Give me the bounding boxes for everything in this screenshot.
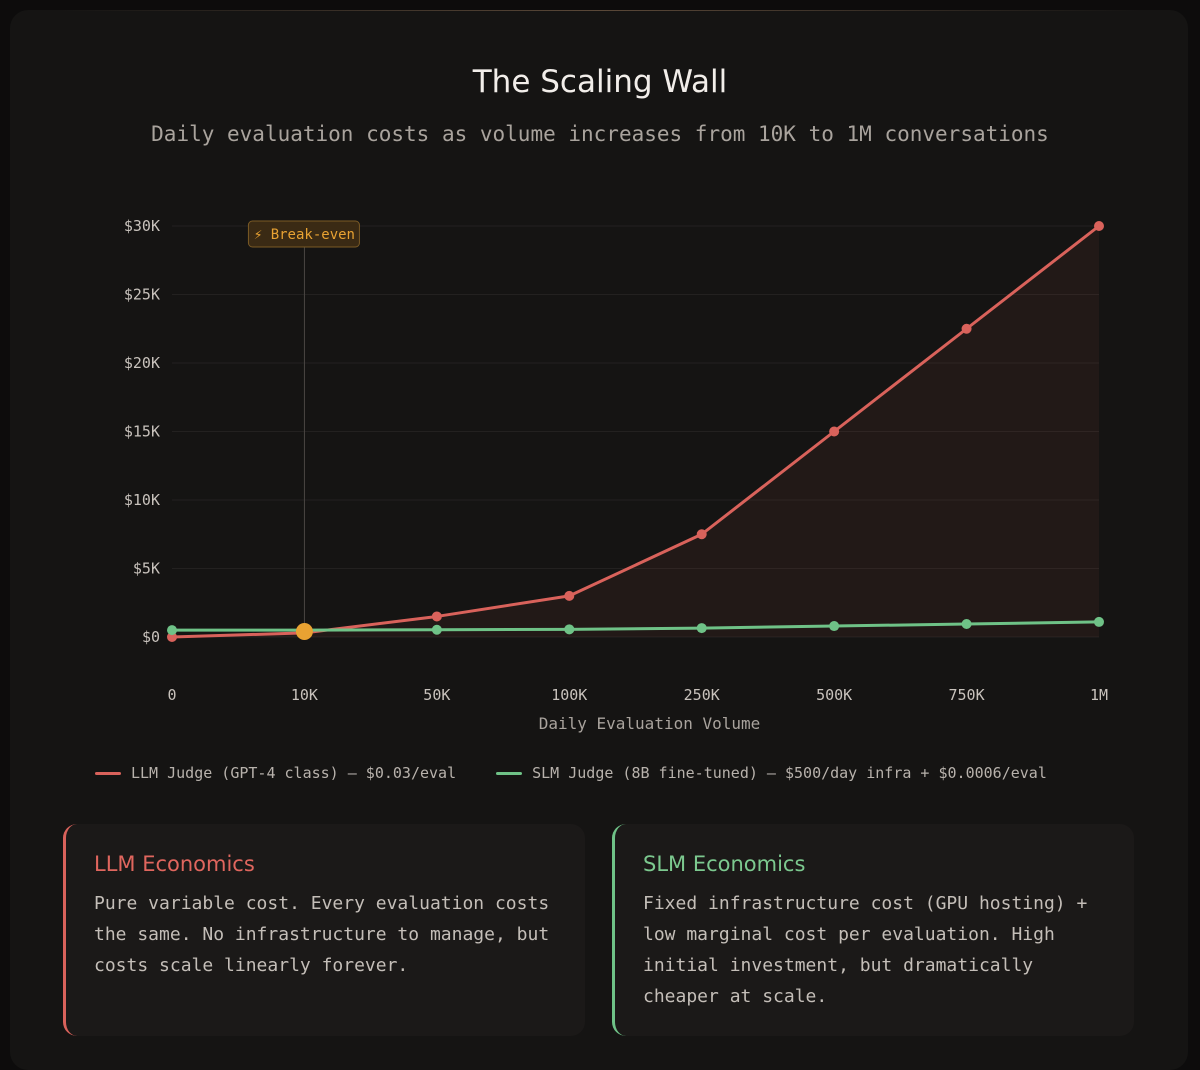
legend-label-llm: LLM Judge (GPT-4 class) — $0.03/eval	[131, 764, 457, 782]
x-tick-label: 750K	[949, 686, 985, 704]
slm-economics-card: SLM Economics Fixed infrastructure cost …	[612, 824, 1134, 1036]
legend-item-slm[interactable]: SLM Judge (8B fine-tuned) — $500/day inf…	[496, 764, 1047, 782]
slm-economics-title: SLM Economics	[643, 852, 806, 876]
x-tick-label: 0	[167, 686, 176, 704]
data-point	[564, 624, 575, 635]
series-line-slm	[171, 620, 1100, 632]
data-point	[961, 323, 972, 334]
chart-title: The Scaling Wall	[472, 64, 728, 100]
series-area	[172, 226, 1099, 637]
llm-economics-card: LLM Economics Pure variable cost. Every …	[63, 824, 585, 1036]
data-point	[431, 611, 442, 622]
data-point	[564, 590, 575, 601]
legend-swatch-llm	[95, 771, 121, 775]
x-tick-label: 10K	[291, 686, 318, 704]
data-point	[431, 624, 442, 635]
data-point	[829, 426, 840, 437]
data-point	[696, 623, 707, 634]
legend-item-llm[interactable]: LLM Judge (GPT-4 class) — $0.03/eval	[95, 764, 456, 782]
top-accent-line	[60, 10, 1140, 11]
x-tick-label: 250K	[684, 686, 720, 704]
llm-economics-text: Pure variable cost. Every evaluation cos…	[94, 893, 550, 976]
x-tick-label: 50K	[423, 686, 450, 704]
data-point	[961, 618, 972, 629]
break-even-marker	[295, 623, 313, 641]
data-point	[1094, 616, 1104, 627]
chart-legend: LLM Judge (GPT-4 class) — $0.03/eval SLM…	[95, 764, 1047, 782]
x-tick-label: 500K	[816, 686, 852, 704]
break-even-label: ⚡ Break-even	[254, 227, 355, 243]
x-tick-label: 100K	[551, 686, 587, 704]
data-point	[696, 529, 707, 540]
break-even-label-box	[247, 220, 360, 248]
legend-label-slm: SLM Judge (8B fine-tuned) — $500/day inf…	[532, 764, 1047, 782]
data-point	[167, 632, 177, 642]
y-tick-label: $20K	[124, 354, 160, 372]
data-point	[1094, 221, 1104, 231]
x-tick-label: 1M	[1090, 686, 1108, 704]
y-tick-label: $0	[142, 628, 160, 646]
scaling-chart: $0 $5K $10K $15K $20K $25K $30K 0 10K 50K 100K 250K…	[124, 217, 1108, 733]
y-tick-label: $30K	[124, 217, 160, 235]
y-tick-label: $15K	[124, 423, 160, 441]
y-tick-label: $10K	[124, 491, 160, 509]
data-point	[829, 621, 840, 632]
y-tick-label: $25K	[124, 286, 160, 304]
llm-economics-title: LLM Economics	[94, 852, 255, 876]
legend-swatch-slm	[496, 771, 523, 775]
x-axis-label: Daily Evaluation Volume	[539, 714, 761, 733]
data-point	[167, 625, 177, 636]
chart-subtitle: Daily evaluation costs as volume increas…	[151, 122, 1049, 146]
y-tick-label: $5K	[133, 560, 160, 578]
slm-economics-text: Fixed infrastructure cost (GPU hosting) …	[643, 893, 1088, 1007]
